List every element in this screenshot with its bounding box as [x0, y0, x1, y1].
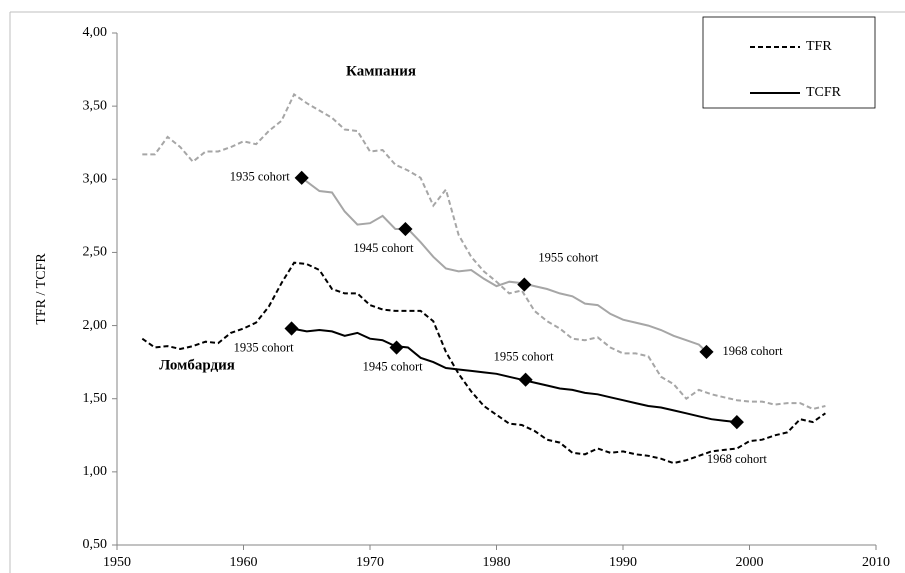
x-tick-label: 1960 — [230, 555, 258, 570]
series-line — [301, 176, 708, 353]
y-tick-label: 4,00 — [83, 25, 108, 40]
y-tick-label: 1,00 — [83, 464, 108, 479]
series-line — [291, 327, 738, 424]
cohort-marker — [398, 221, 413, 237]
y-tick-label: 1,50 — [83, 391, 108, 406]
y-tick-label: 0,50 — [83, 537, 108, 552]
cohort-label: 1968 cohort — [722, 344, 783, 358]
cohort-label: 1935 cohort — [230, 170, 291, 184]
legend-box — [702, 16, 876, 109]
region-label: Ломбардия — [159, 357, 235, 373]
cohort-label: 1935 cohort — [234, 340, 295, 354]
x-tick-label: 2010 — [862, 555, 890, 570]
y-tick-label: 2,50 — [83, 245, 108, 260]
cohort-label: 1945 cohort — [353, 241, 414, 255]
cohort-label: 1945 cohort — [363, 359, 424, 373]
series-line — [142, 92, 826, 411]
legend-label: TFR — [806, 39, 832, 54]
cohort-marker — [389, 340, 404, 355]
x-tick-label: 1990 — [609, 555, 637, 570]
legend-label: TCFR — [806, 85, 842, 100]
cohort-marker — [294, 170, 309, 185]
cohort-label: 1968 cohort — [707, 452, 768, 466]
y-tick-label: 3,50 — [83, 98, 108, 113]
cohort-marker — [699, 344, 714, 359]
cohort-marker — [518, 372, 533, 387]
cohort-marker — [284, 321, 299, 336]
cohort-label: 1955 cohort — [538, 250, 599, 264]
cohort-label: 1955 cohort — [494, 350, 555, 364]
x-tick-label: 2000 — [736, 555, 764, 570]
y-tick-label: 3,00 — [83, 172, 108, 187]
series-line — [141, 261, 826, 465]
y-axis-title: TFR / TCFR — [34, 253, 49, 325]
x-tick-label: 1970 — [356, 555, 384, 570]
x-tick-label: 1950 — [103, 555, 131, 570]
y-tick-label: 2,00 — [83, 318, 108, 333]
cohort-marker — [729, 415, 744, 430]
region-label: Кампания — [346, 63, 416, 79]
x-tick-label: 1980 — [483, 555, 511, 570]
cohort-marker — [517, 277, 532, 292]
